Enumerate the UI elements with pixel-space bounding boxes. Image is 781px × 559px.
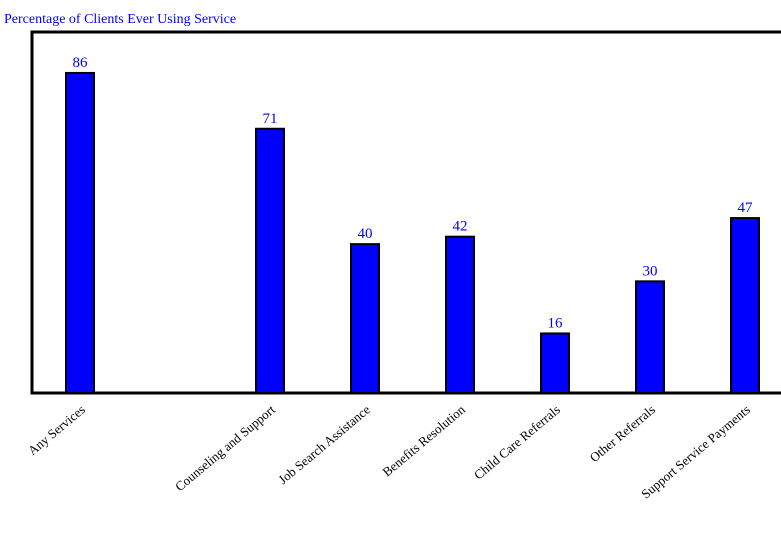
category-label-3: Job Search Assistance bbox=[275, 402, 373, 487]
bar-6 bbox=[635, 280, 665, 395]
bar-7 bbox=[730, 217, 760, 394]
category-label-7: Support Service Payments bbox=[638, 402, 753, 502]
bar-1 bbox=[65, 71, 95, 394]
category-label-1: Any Services bbox=[25, 402, 88, 458]
bar-2 bbox=[255, 127, 285, 395]
category-label-6: Other Referrals bbox=[587, 402, 658, 465]
bar-3 bbox=[350, 243, 380, 394]
category-label-5: Child Care Referrals bbox=[471, 402, 563, 483]
category-label-4: Benefits Resolution bbox=[379, 401, 468, 479]
value-label-3: 40 bbox=[358, 226, 373, 242]
value-labels-group: 86 71 40 42 16 30 47 bbox=[73, 55, 754, 332]
bars-group bbox=[65, 71, 760, 395]
value-label-6: 30 bbox=[643, 263, 658, 279]
bar-5 bbox=[540, 332, 570, 395]
chart-title: Percentage of Clients Ever Using Service bbox=[4, 12, 236, 27]
value-label-5: 16 bbox=[548, 315, 564, 331]
plot-frame bbox=[30, 30, 781, 395]
value-label-4: 42 bbox=[453, 219, 468, 235]
category-label-2: Counseling and Support bbox=[172, 402, 278, 495]
value-label-1: 86 bbox=[73, 55, 89, 71]
value-label-2: 71 bbox=[263, 111, 278, 127]
value-label-7: 47 bbox=[738, 200, 754, 216]
bar-4 bbox=[445, 235, 475, 394]
